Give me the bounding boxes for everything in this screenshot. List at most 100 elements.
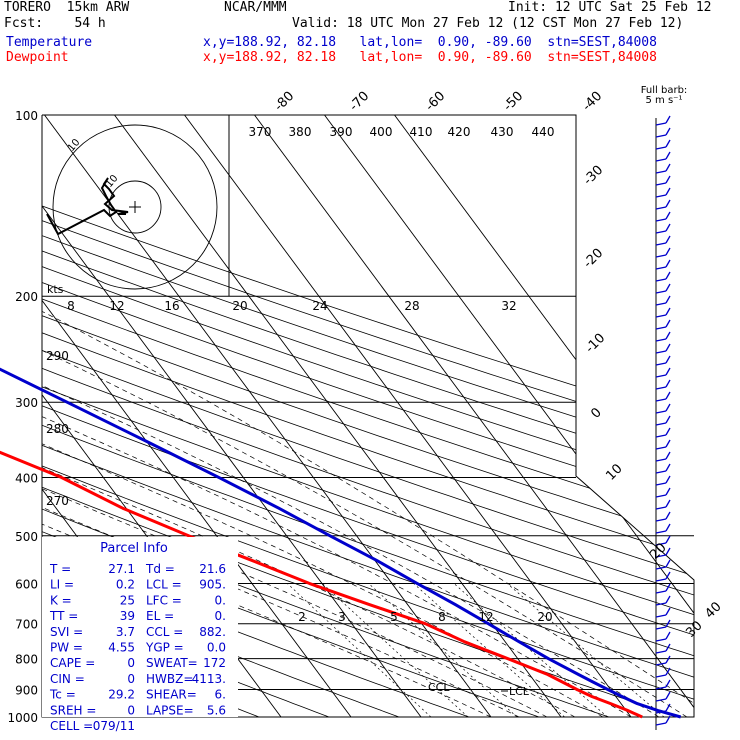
wind-barb-flag [665,607,671,616]
wind-barb [655,499,671,510]
wind-barb-flag [665,523,671,532]
wind-barb-flag [665,163,671,172]
wind-barb-shaft [655,446,667,450]
wind-barb-shaft [655,362,667,366]
wind-barb-flag [665,175,671,184]
dry-adiabat [42,115,400,717]
wind-barb [655,271,671,282]
dry-adiabat [42,115,694,717]
parcel-field-label: YGP = [145,641,184,655]
wind-barb-flag [665,283,671,292]
mixing-ratio-line [368,583,518,717]
wind-barb-flag [665,271,671,280]
wind-barb [655,679,671,690]
parcel-field-value: 21.6 [199,562,226,576]
isotherm-line [114,115,562,717]
wind-barb-flag [665,331,671,340]
parcel-field-value: 882. [199,625,226,639]
wind-barb-shaft [655,350,667,354]
wind-barb-flag [665,619,671,628]
wind-barb-flag [665,367,671,376]
parcel-field-value: 27.1 [108,562,135,576]
wind-barb-shaft [655,386,667,390]
isotherm-label-right: 30 [683,618,705,640]
isotherm-label-right: -20 [581,246,607,272]
wind-barb [655,283,671,294]
wind-barb [655,595,671,606]
isotherm-line [184,115,632,717]
wind-barb-shaft [655,710,667,714]
dewpoint-legend: Dewpoint [6,50,69,65]
hodo-speed-label: 28 [404,299,419,313]
hodograph-ring [52,124,218,290]
wind-barb [655,559,671,570]
wind-barb-shaft [655,530,667,534]
pressure-label: 1000 [7,711,38,725]
wind-barb [655,175,671,186]
parcel-field-value: 5.6 [207,703,226,717]
wind-barb [655,379,671,390]
parcel-field-value: 905. [199,578,226,592]
dry-adiabat [42,115,694,717]
parcel-field-label: SHEAR= [146,688,197,702]
isotherm-line [324,115,694,717]
wind-barb-shaft [655,434,667,438]
isotherm-label-right: 10 [603,461,625,483]
wind-barb [655,259,671,270]
wind-barb [655,139,671,150]
wind-barb-shaft [655,506,667,510]
wind-barb-shaft [655,254,667,258]
dewpoint-line [0,450,643,719]
dry-adiabat [42,115,694,717]
temperature-line [0,367,682,719]
wind-barb [655,343,671,354]
wind-barb [655,475,671,486]
parcel-field-label: K = [50,593,72,607]
wind-barb-shaft [655,230,667,234]
wind-barb [655,163,671,174]
theta-label: 380 [289,125,312,139]
wind-barb-flag [665,511,671,520]
wind-barbs [655,115,671,726]
dry-adiabat [42,115,694,717]
isotherm-label-right: 40 [702,599,724,621]
isotherm-label-top: -60 [423,89,449,115]
theta-label-left: 280 [46,422,69,436]
parcel-field-value: 6. [215,688,226,702]
wind-barb-flag [665,295,671,304]
wind-barb-shaft [655,422,667,426]
wind-barb [655,391,671,402]
mixing-ratio-line [287,583,432,717]
wind-barb-flag [665,679,671,688]
wind-barb-shaft [655,206,667,210]
parcel-field-value: 172 [203,656,226,670]
wind-barb [655,187,671,198]
parcel-field-label: Td = [145,562,175,576]
pressure-label: 100 [15,109,38,123]
wind-barb [655,115,671,126]
wind-barb [655,691,671,702]
dry-adiabat [42,115,694,717]
wind-barb-shaft [655,278,667,282]
dry-adiabat [42,115,694,717]
parcel-field-value: 25 [120,593,135,607]
parcel-field-label: CCL = [146,625,183,639]
wind-barb-shaft [655,554,667,558]
dry-adiabat [42,115,694,717]
wind-barb [655,535,671,546]
wind-barb-shaft [655,266,667,270]
parcel-field-value: 0 [127,703,135,717]
parcel-field-label: LI = [50,578,74,592]
temperature-info: x,y=188.92, 82.18 lat,lon= 0.90, -89.60 … [203,35,657,50]
wind-barb-shaft [655,182,667,186]
wind-barb-flag [665,415,671,424]
wind-barb-shaft [655,458,667,462]
hodograph-trace [46,177,129,236]
wind-barb-shaft [655,566,667,570]
isotherm-line [42,115,422,717]
wind-barb [655,235,671,246]
theta-label: 400 [370,125,393,139]
parcel-field-label: LFC = [146,593,182,607]
wind-barb-flag [665,127,671,136]
temperature-legend: Temperature [6,35,93,50]
